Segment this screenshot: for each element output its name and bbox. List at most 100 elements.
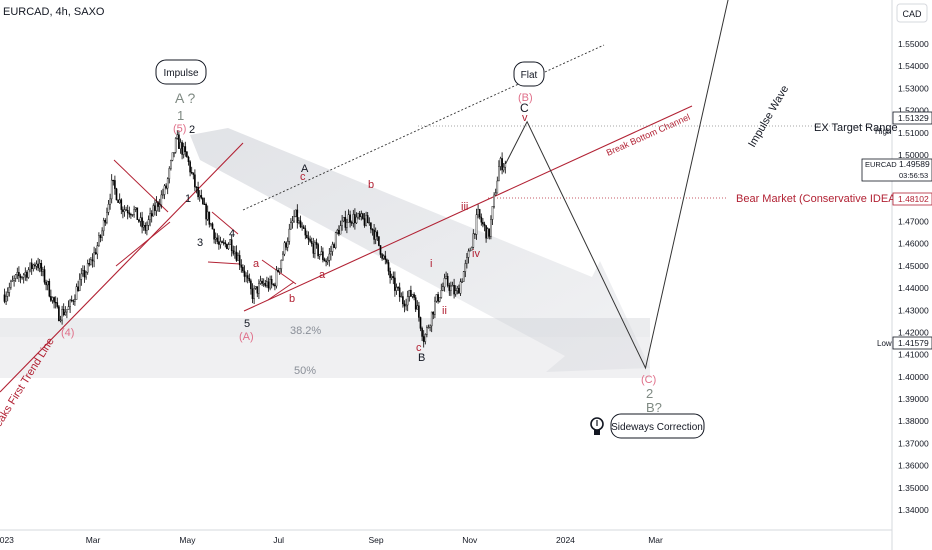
candle-body [493,194,495,207]
svg-text:c: c [416,342,422,354]
candle-body [205,203,207,220]
candle-body [216,237,219,242]
candle-body [437,294,439,302]
candle-body [422,336,425,342]
svg-text:A: A [301,163,309,175]
svg-text:B: B [418,352,425,364]
candle-body [357,213,359,218]
candle-body [67,306,70,310]
candle-body [198,195,201,198]
candle-body [286,241,289,248]
svg-text:1.48102: 1.48102 [898,194,929,204]
price-tick-label: 1.37000 [898,438,929,448]
candle-body [86,263,89,273]
candle-body [498,166,500,182]
candle-body [274,284,276,287]
candle-body [462,271,465,282]
candle-body [394,277,396,291]
candle-body [402,296,404,305]
time-tick-label: Mar [648,535,663,545]
candle-body [149,213,151,220]
candle-body [478,209,481,218]
candle-body [162,194,164,196]
svg-text:b: b [289,293,295,305]
candle-body [3,294,6,302]
candle-body [8,287,11,293]
svg-text:1.51329: 1.51329 [898,113,929,123]
candle-body [312,243,315,254]
candle-body [254,286,257,289]
candle-body [475,214,478,235]
candle-body [59,319,62,322]
candle-body [338,230,340,235]
svg-text:EURCAD: EURCAD [865,160,897,169]
candle-body [123,209,126,212]
candle-body [237,255,239,261]
candle-body [202,197,204,205]
candle-body [218,241,220,245]
currency-button[interactable]: CAD [896,3,928,23]
candle-body [104,219,107,223]
candle-body [232,250,235,254]
candle-body [18,272,20,277]
candle-body [62,309,65,316]
candle-body [35,263,38,267]
candle-body [288,228,291,242]
candle-body [141,217,143,228]
candle-body [259,280,262,284]
candle-body [496,180,499,194]
candle-body [296,209,299,223]
bear-market-label: Bear Market (Conservative IDEA) [736,193,899,205]
svg-text:iii: iii [461,201,468,213]
candle-body [122,209,124,212]
price-tick-label: 1.41000 [898,350,929,360]
candle-body [365,215,367,226]
candle-body [93,252,95,262]
candle-body [430,311,433,327]
svg-text:2: 2 [189,124,195,136]
candle-body [448,285,451,291]
candle-body [406,296,409,306]
candle-body [184,146,187,153]
candle-body [272,284,275,286]
candle-body [54,302,57,304]
candle-body [134,207,137,210]
candle-body [158,204,161,207]
svg-text:1: 1 [185,193,191,205]
candle-body [480,216,483,223]
candle-body [200,195,203,199]
candle-body [58,306,60,322]
candle-body [96,245,99,255]
candle-body [314,242,316,254]
candle-body [27,269,30,278]
candle-body [78,279,81,292]
candle-body [315,242,318,245]
candle-body [349,214,351,223]
candle-body [453,285,455,295]
price-tick-label: 1.53000 [898,83,929,93]
candle-body [278,268,281,272]
candle-body [197,186,199,198]
candle-body [470,247,473,251]
candle-body [210,223,212,225]
candle-body [434,300,436,315]
candle-body [163,185,166,195]
price-axis[interactable] [892,0,932,550]
candle-body [133,209,135,215]
candle-body [182,146,185,155]
lightbulb-icon [590,417,604,435]
candle-body [299,220,302,228]
impulse-wave-label: Impulse Wave [746,83,791,149]
candle-body [418,305,420,318]
svg-text:v: v [522,112,528,124]
svg-text:1.41579: 1.41579 [898,338,929,348]
candle-body [386,259,388,263]
sideways-correction-box: Sideways Correction [610,413,705,439]
price-tick-label: 1.55000 [898,39,929,49]
candle-body [411,294,414,297]
candle-body [318,254,321,257]
candle-body [69,299,71,307]
candle-body [355,216,358,224]
candle-body [400,296,403,298]
